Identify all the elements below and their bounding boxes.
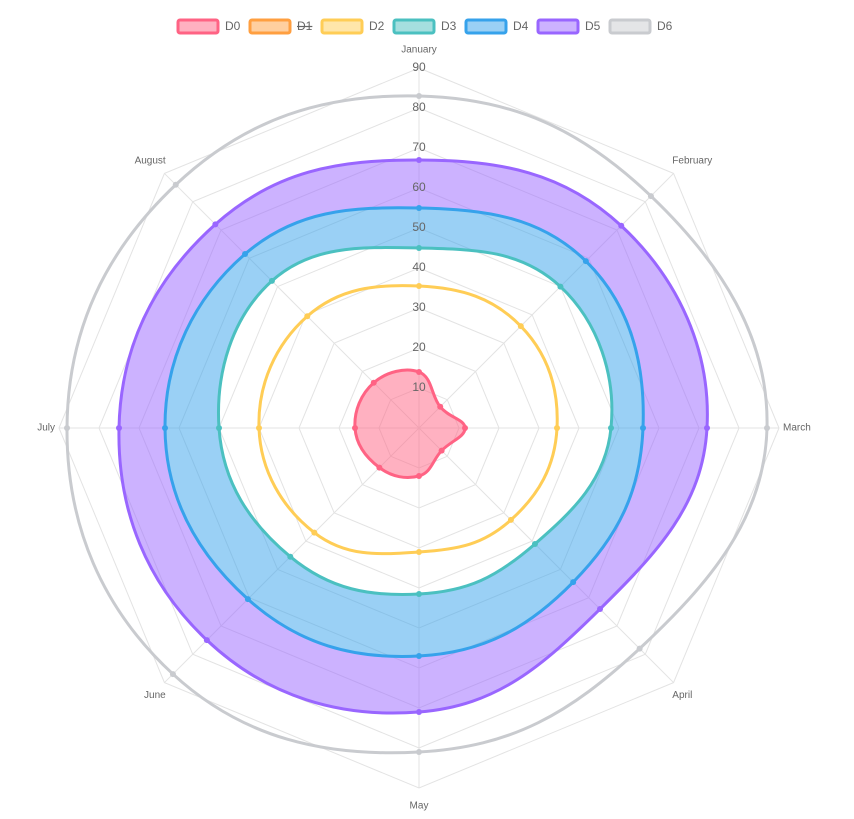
- data-point: [416, 283, 422, 289]
- legend-swatch: [248, 18, 292, 35]
- data-point: [416, 205, 422, 211]
- data-point: [212, 221, 219, 228]
- legend-label[interactable]: D6: [657, 19, 673, 33]
- series-line: [257, 284, 559, 556]
- legend-swatch: [176, 18, 220, 35]
- data-point: [416, 591, 422, 597]
- point-label: January: [401, 45, 437, 56]
- data-point: [437, 403, 444, 410]
- legend-label[interactable]: D4: [513, 19, 529, 33]
- data-point: [704, 425, 710, 431]
- lines: [64, 93, 770, 755]
- angle-line: [418, 173, 674, 429]
- data-point: [531, 540, 538, 547]
- data-point: [597, 606, 604, 613]
- r-tick-label: 90: [412, 60, 426, 74]
- legend-swatch: [320, 18, 364, 35]
- data-point: [416, 653, 422, 659]
- data-point: [242, 251, 249, 258]
- data-point: [608, 425, 614, 431]
- data-point: [557, 283, 564, 290]
- legend-label[interactable]: D2: [369, 19, 385, 33]
- point-label: July: [37, 423, 55, 434]
- data-point: [304, 313, 311, 320]
- data-point: [162, 425, 168, 431]
- r-tick-label: 70: [412, 140, 426, 154]
- point-label: February: [672, 155, 712, 166]
- legend-label[interactable]: D3: [441, 19, 457, 33]
- data-point: [244, 596, 251, 603]
- data-point: [287, 553, 294, 560]
- data-point: [416, 749, 422, 755]
- data-point: [416, 473, 422, 479]
- data-point: [416, 157, 422, 163]
- data-point: [554, 425, 560, 431]
- data-point: [416, 549, 422, 555]
- data-point: [640, 425, 646, 431]
- data-point: [416, 709, 422, 715]
- r-tick-label: 40: [412, 260, 426, 274]
- data-point: [517, 323, 524, 330]
- data-point: [203, 637, 210, 644]
- data-point: [311, 529, 318, 536]
- data-point: [370, 379, 377, 386]
- point-label: May: [410, 801, 429, 812]
- data-point: [507, 516, 514, 523]
- data-point: [636, 645, 643, 652]
- r-tick-label: 20: [412, 340, 426, 354]
- point-label: March: [783, 423, 811, 434]
- legend-label[interactable]: D0: [225, 19, 241, 33]
- r-tick-label: 80: [412, 100, 426, 114]
- data-point: [462, 425, 468, 431]
- data-point: [416, 369, 422, 375]
- data-point: [618, 222, 625, 229]
- point-label: August: [135, 155, 166, 166]
- data-point: [268, 277, 275, 284]
- data-point: [438, 447, 445, 454]
- area-fill: [354, 370, 466, 478]
- fills: [118, 159, 708, 714]
- series-line: [117, 158, 709, 715]
- data-point: [570, 579, 577, 586]
- legend-swatch: [392, 18, 436, 35]
- data-point: [416, 93, 422, 99]
- point-label: June: [144, 690, 166, 701]
- point-label: April: [672, 690, 692, 701]
- data-point: [376, 464, 383, 471]
- data-point: [64, 425, 70, 431]
- data-point: [216, 425, 222, 431]
- data-point: [352, 425, 358, 431]
- legend-swatch: [464, 18, 508, 35]
- legend-label[interactable]: D1: [297, 19, 313, 33]
- r-tick-label: 60: [412, 180, 426, 194]
- data-point: [582, 258, 589, 265]
- data-point: [416, 245, 422, 251]
- r-tick-label: 50: [412, 220, 426, 234]
- r-tick-label: 10: [412, 380, 426, 394]
- data-point: [169, 671, 176, 678]
- legend-swatch: [536, 18, 580, 35]
- r-tick-label: 30: [412, 300, 426, 314]
- data-point: [116, 425, 122, 431]
- data-point: [172, 181, 179, 188]
- data-point: [647, 193, 654, 200]
- legend-swatch: [608, 18, 652, 35]
- data-point: [764, 425, 770, 431]
- data-point: [256, 425, 262, 431]
- legend-label[interactable]: D5: [585, 19, 601, 33]
